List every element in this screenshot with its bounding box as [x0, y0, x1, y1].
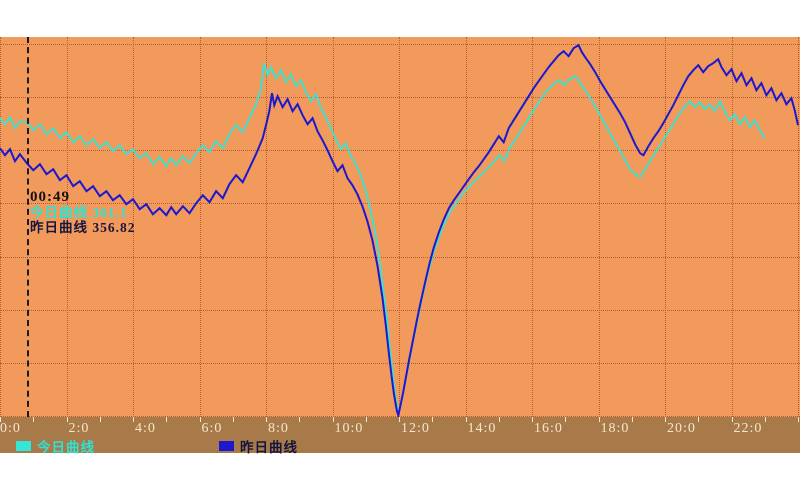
x-axis-tick	[232, 417, 234, 422]
x-axis-tick	[798, 417, 799, 422]
x-axis-label: 6:0	[201, 421, 223, 436]
legend-today-label: 今日曲线	[37, 440, 95, 455]
series-layer	[0, 43, 799, 417]
gridline-vertical	[465, 37, 467, 417]
x-axis-tick	[465, 417, 467, 422]
tooltip-today-line: 今日曲线 361.1	[30, 205, 136, 220]
x-axis-tick	[199, 417, 201, 422]
x-axis-label: 20:0	[667, 421, 696, 436]
x-axis-tick	[365, 417, 367, 422]
x-axis-tick	[266, 417, 267, 422]
legend: 今日曲线 昨日曲线	[16, 436, 298, 456]
x-axis-tick	[399, 417, 400, 422]
gridline-vertical	[133, 37, 134, 417]
gridline-vertical	[199, 37, 201, 417]
x-axis-tick	[565, 417, 567, 422]
gridline-horizontal	[0, 415, 800, 417]
gridline-vertical	[266, 37, 267, 417]
x-axis-label: 2:0	[68, 421, 90, 436]
x-axis-band: 0:0 2:0 4:0 6:0 8:0 10:0 12:0 14:0 16:0 18:0 20:0 2…	[0, 417, 800, 456]
plot-area[interactable]: 00:49 今日曲线 361.1 昨日曲线 356.82	[0, 37, 800, 417]
x-axis-label: 12:0	[401, 421, 430, 436]
x-axis-tick	[0, 417, 1, 422]
x-axis-tick	[166, 417, 168, 422]
x-axis-tick	[332, 417, 334, 422]
tooltip-yesterday-value: 356.82	[92, 220, 136, 235]
legend-today-swatch	[16, 441, 31, 451]
gridline-vertical	[532, 37, 533, 417]
gridline-horizontal	[0, 256, 800, 258]
gridline-vertical	[332, 37, 334, 417]
x-axis-tick	[764, 417, 766, 422]
today-series-line	[0, 62, 766, 416]
x-axis-tick	[66, 417, 68, 422]
tooltip-yesterday-line: 昨日曲线 356.82	[30, 220, 136, 235]
x-axis-tick	[432, 417, 434, 422]
gridline-vertical	[798, 37, 799, 417]
crosshair-line	[26, 37, 29, 417]
x-axis-tick	[99, 417, 101, 422]
gridline-vertical	[731, 37, 733, 417]
tooltip-today-value: 361.1	[92, 205, 128, 220]
gridline-vertical	[0, 37, 1, 417]
tooltip-time: 00:49	[30, 189, 70, 205]
x-axis-label: 14:0	[467, 421, 497, 436]
gridline-horizontal	[0, 362, 800, 364]
x-axis-tick	[631, 417, 633, 422]
legend-yesterday-swatch	[219, 441, 234, 451]
x-axis-label: 16:0	[534, 421, 563, 436]
tooltip-yesterday-label: 昨日曲线	[30, 220, 88, 235]
x-axis-tick	[698, 417, 700, 422]
x-axis-label: 22:0	[733, 421, 763, 436]
gridline-horizontal	[0, 44, 800, 45]
x-axis-tick	[299, 417, 301, 422]
x-axis-label: 18:0	[600, 421, 630, 436]
gridline-vertical	[66, 37, 68, 417]
x-axis-tick	[731, 417, 733, 422]
x-axis-tick	[498, 417, 500, 422]
x-axis-label: 10:0	[334, 421, 364, 436]
tooltip: 00:49 今日曲线 361.1 昨日曲线 356.82	[30, 189, 136, 236]
yesterday-series-line	[0, 43, 799, 417]
gridline-vertical	[665, 37, 666, 417]
x-axis-label: 0:0	[0, 421, 21, 436]
x-axis-label: 8:0	[268, 421, 289, 436]
gridline-horizontal	[0, 203, 800, 205]
x-axis-tick	[598, 417, 600, 422]
gridline-horizontal	[0, 97, 800, 99]
gridline-vertical	[399, 37, 400, 417]
x-axis-tick	[33, 417, 35, 422]
gridline-horizontal	[0, 309, 800, 311]
legend-yesterday-label: 昨日曲线	[240, 440, 298, 455]
x-axis-tick	[665, 417, 666, 422]
gridline-vertical	[598, 37, 600, 417]
x-axis-label: 4:0	[135, 421, 156, 436]
x-axis-tick	[532, 417, 533, 422]
gridline-horizontal	[0, 150, 800, 152]
tooltip-today-label: 今日曲线	[30, 205, 88, 220]
x-axis-tick	[133, 417, 134, 422]
